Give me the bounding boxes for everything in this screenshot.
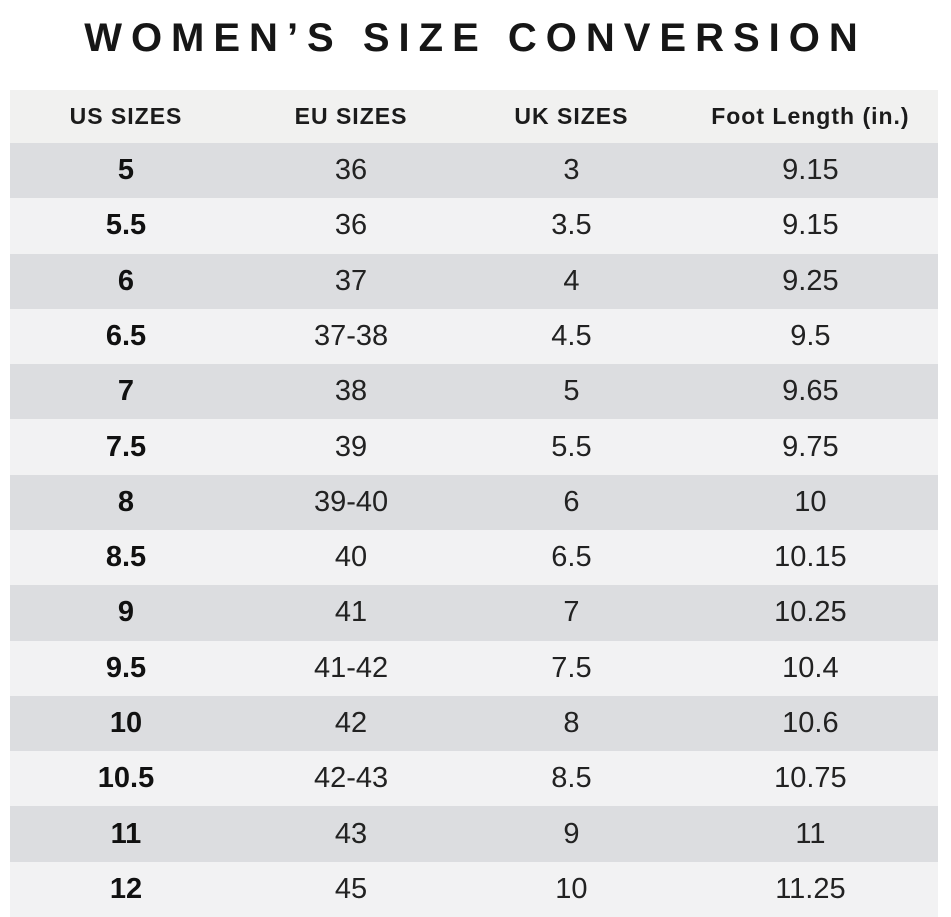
cell-eu-size: 39 (334, 430, 368, 463)
cell-uk-size: 10 (555, 872, 588, 905)
cell-uk-size: 4 (563, 264, 580, 297)
cell-uk-size: 5.5 (551, 430, 592, 463)
cell-us-size: 8.5 (105, 541, 147, 574)
cell-uk-size: 3.5 (551, 209, 592, 242)
cell-uk-size: 4.5 (551, 319, 592, 352)
cell-foot-length: 10.6 (782, 706, 839, 739)
table-row: 12 45 10 11.25 (10, 861, 938, 917)
cell-eu-size: 38 (334, 375, 368, 408)
cell-us-size: 8 (117, 485, 135, 518)
table-row: 6.5 37-38 4.5 9.5 (10, 308, 938, 365)
cell-us-size: 5.5 (105, 209, 147, 242)
cell-eu-size: 42 (334, 706, 368, 739)
cell-us-size: 6 (117, 264, 135, 297)
cell-eu-size: 40 (334, 541, 368, 574)
header-uk-sizes: UK SIZES (514, 103, 629, 129)
table-row: 9.5 41-42 7.5 10.4 (10, 640, 938, 696)
page-title: WOMEN’S SIZE CONVERSION (84, 16, 867, 60)
table-row: 7 38 5 9.65 (10, 364, 938, 420)
cell-uk-size: 8.5 (551, 762, 592, 795)
cell-eu-size: 37 (334, 264, 368, 297)
header-us-sizes: US SIZES (69, 103, 183, 129)
cell-eu-size: 43 (334, 817, 368, 850)
cell-foot-length: 9.15 (782, 209, 839, 242)
cell-us-size: 10 (109, 706, 143, 739)
cell-foot-length: 10.75 (774, 762, 847, 795)
table-row: 5 36 3 9.15 (10, 143, 938, 199)
cell-uk-size: 6.5 (551, 541, 592, 574)
table-row: 8.5 40 6.5 10.15 (10, 529, 938, 586)
cell-us-size: 9.5 (105, 651, 147, 684)
cell-us-size: 9 (117, 596, 135, 629)
table-row: 9 41 7 10.25 (10, 585, 938, 641)
cell-foot-length: 9.75 (782, 430, 839, 463)
table-row: 5.5 36 3.5 9.15 (10, 198, 938, 254)
cell-us-size: 11 (110, 817, 142, 850)
cell-us-size: 12 (109, 872, 143, 905)
table-header-row: US SIZES EU SIZES UK SIZES Foot Length (… (10, 90, 938, 143)
table-row: 7.5 39 5.5 9.75 (10, 419, 938, 475)
cell-uk-size: 7 (563, 596, 580, 629)
table-row: 8 39-40 6 10 (10, 474, 938, 530)
cell-us-size: 7 (117, 375, 135, 408)
table-row: 10 42 8 10.6 (10, 695, 938, 752)
cell-foot-length: 11 (795, 817, 826, 850)
cell-foot-length: 9.65 (782, 375, 839, 408)
cell-eu-size: 36 (334, 209, 368, 242)
cell-uk-size: 6 (563, 485, 580, 518)
cell-uk-size: 7.5 (551, 651, 592, 684)
cell-foot-length: 10.25 (774, 596, 847, 629)
table-row: 11 43 9 11 (10, 806, 938, 862)
cell-foot-length: 9.25 (782, 264, 839, 297)
header-eu-sizes: EU SIZES (294, 103, 408, 129)
cell-uk-size: 8 (563, 706, 580, 739)
cell-uk-size: 9 (563, 817, 580, 850)
cell-uk-size: 3 (563, 154, 580, 187)
cell-eu-size: 42-43 (313, 762, 389, 795)
cell-foot-length: 9.5 (790, 319, 831, 352)
cell-foot-length: 11.25 (775, 872, 846, 905)
header-foot-length: Foot Length (in.) (711, 103, 910, 129)
cell-foot-length: 10 (794, 485, 827, 518)
cell-eu-size: 45 (334, 872, 368, 905)
table-body: 5 36 3 9.15 5.5 36 3.5 9.15 6 37 4 9.25 6.5 37-38 4.5 9… (10, 143, 938, 917)
cell-us-size: 6.5 (105, 319, 147, 352)
table-row: 10.5 42-43 8.5 10.75 (10, 751, 938, 807)
cell-us-size: 7.5 (105, 430, 147, 463)
size-conversion-table: US SIZES EU SIZES UK SIZES Foot Length (… (10, 90, 938, 917)
cell-foot-length: 10.15 (774, 541, 847, 574)
cell-us-size: 5 (117, 154, 135, 187)
cell-eu-size: 39-40 (313, 485, 389, 518)
cell-eu-size: 37-38 (313, 319, 389, 352)
cell-eu-size: 41 (334, 596, 368, 629)
cell-us-size: 10.5 (97, 762, 155, 795)
cell-eu-size: 36 (334, 154, 368, 187)
cell-foot-length: 10.4 (782, 651, 839, 684)
cell-uk-size: 5 (563, 375, 580, 408)
cell-foot-length: 9.15 (782, 154, 839, 187)
cell-eu-size: 41-42 (313, 651, 389, 684)
table-row: 6 37 4 9.25 (10, 253, 938, 309)
